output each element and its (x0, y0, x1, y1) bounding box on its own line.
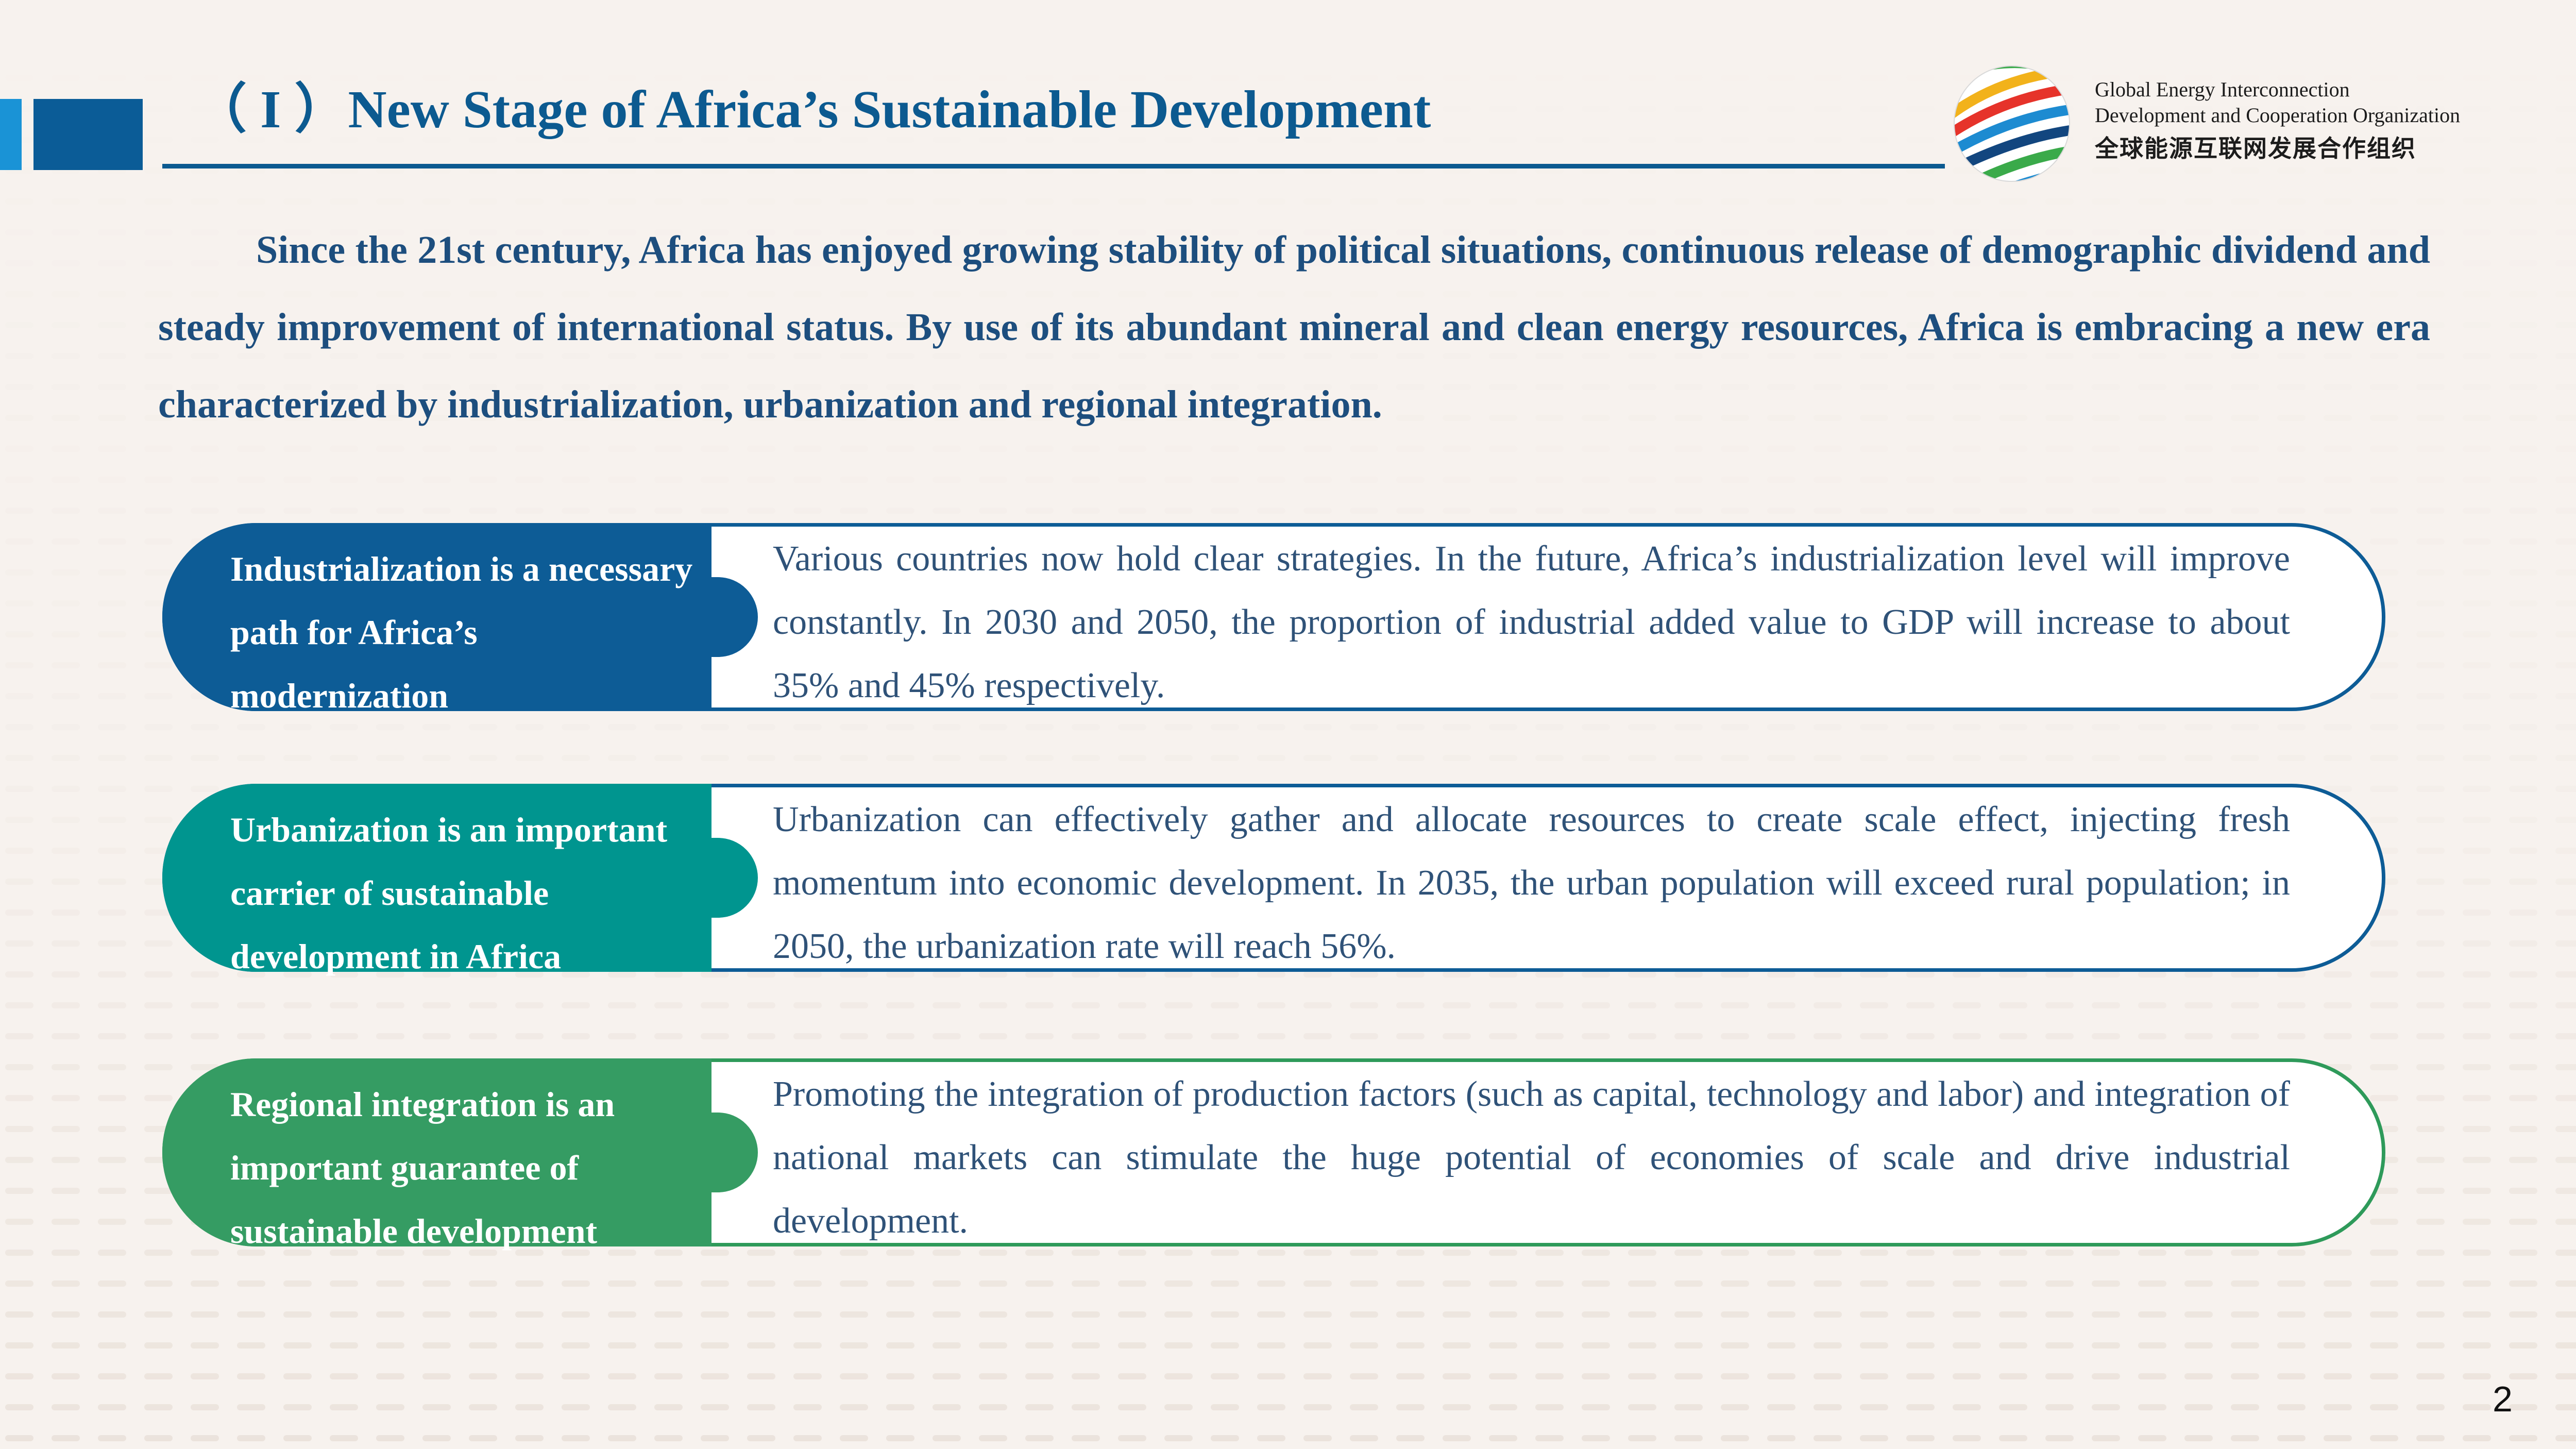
globe-logo-icon (1954, 65, 2070, 182)
org-name-english-line2: Development and Cooperation Organization (2095, 104, 2461, 127)
card-body: Various countries now hold clear strateg… (773, 539, 2290, 705)
card-label-pill (162, 1058, 711, 1246)
header-accent-dark (33, 99, 143, 170)
theme-card-regional-integration: Regional integration is an important gua… (162, 1058, 2385, 1251)
header-accent-light (0, 99, 22, 170)
page-number: 2 (2493, 1379, 2513, 1419)
theme-card-industrialization: Industrialization is a necessary path fo… (162, 523, 2385, 715)
card-label: Urbanization is an important carrier of … (230, 810, 668, 976)
page-title: （ I ）New Stage of Africa’s Sustainable D… (193, 80, 1431, 139)
theme-card-urbanization: Urbanization is an important carrier of … (162, 784, 2385, 976)
title-underline (162, 164, 1945, 169)
card-label: Industrialization is a necessary path fo… (230, 549, 693, 715)
card-body: Promoting the integration of production … (773, 1074, 2290, 1241)
card-label: Regional integration is an important gua… (230, 1085, 615, 1251)
intro-paragraph: Since the 21st century, Africa has enjoy… (158, 228, 2430, 426)
card-label-pill (162, 523, 711, 711)
card-label-pill (162, 784, 711, 972)
card-body: Urbanization can effectively gather and … (773, 800, 2290, 966)
org-name-english-line1: Global Energy Interconnection (2095, 78, 2350, 101)
org-name-chinese: 全球能源互联网发展合作组织 (2095, 134, 2416, 162)
